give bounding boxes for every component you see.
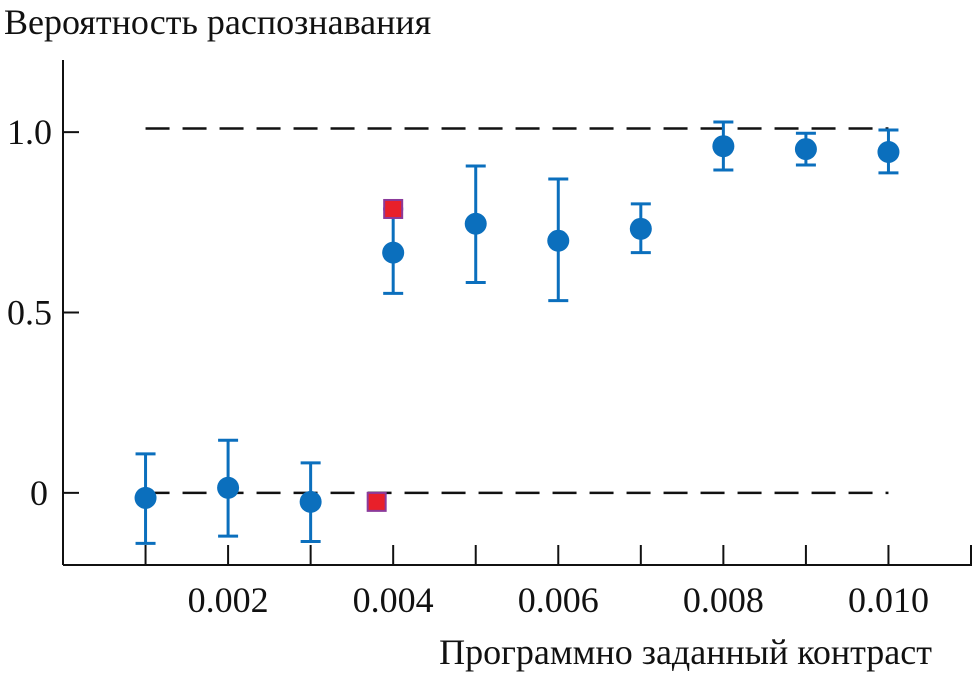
data-point-circle (464, 212, 487, 235)
x-tick-label: 0.004 (353, 580, 434, 620)
data-point-circle (794, 138, 817, 161)
data-point-circle (712, 135, 735, 158)
x-tick-label: 0.008 (683, 580, 764, 620)
data-point-square (383, 198, 404, 219)
data-point-circle (547, 229, 570, 252)
data-point-circle (217, 476, 240, 499)
x-tick-label: 0.006 (518, 580, 599, 620)
y-tick-label: 0.5 (7, 293, 52, 333)
data-point-circle (134, 486, 157, 509)
y-tick-label: 0 (30, 473, 48, 513)
data-point-circle (877, 140, 900, 163)
x-tick-label: 0.002 (188, 580, 269, 620)
y-tick-label: 1.0 (7, 112, 52, 152)
data-point-circle (299, 490, 322, 513)
data-point-circle (382, 241, 405, 264)
x-tick-label: 0.010 (848, 580, 929, 620)
x-axis-label: Программно заданный контраст (439, 632, 932, 672)
data-point-square (366, 491, 387, 512)
data-marks (134, 120, 900, 545)
y-axis-label: Вероятность распознавания (4, 2, 431, 42)
axes: 0.002 0.004 0.006 0.008 0.010 0 0.5 1.0 (7, 60, 972, 620)
data-point-circle (629, 217, 652, 240)
